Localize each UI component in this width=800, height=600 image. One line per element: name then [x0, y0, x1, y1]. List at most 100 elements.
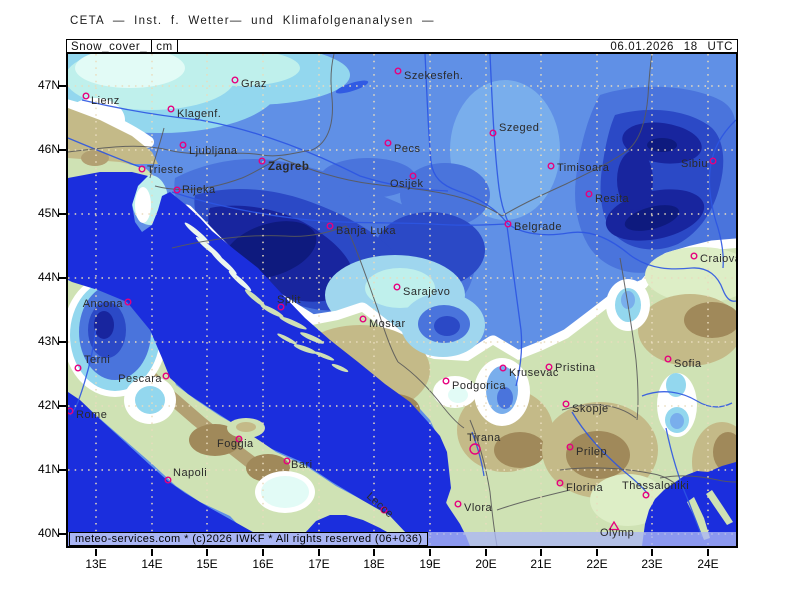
lon-axis-label: 14E: [141, 557, 163, 571]
city-label: Krusevac: [509, 367, 559, 379]
city-marker: [164, 476, 172, 484]
borders-layer: [68, 54, 736, 546]
city-label: Olymp: [600, 527, 634, 539]
city-marker: [380, 506, 388, 514]
city-label: Prilep: [576, 446, 607, 458]
city-marker: [545, 363, 553, 371]
city-marker: [277, 303, 285, 311]
city-label: Osijek: [390, 178, 424, 190]
lon-tick: [95, 549, 97, 556]
lon-axis-label: 16E: [252, 557, 274, 571]
city-label: Thessaloniki: [622, 480, 689, 492]
city-marker: [235, 435, 243, 443]
lat-tick: [59, 85, 66, 87]
adriatic-sea: [68, 172, 470, 546]
lon-tick: [151, 549, 153, 556]
city-marker: [469, 443, 481, 455]
city-marker: [393, 283, 401, 291]
lon-tick: [596, 549, 598, 556]
lat-tick: [59, 213, 66, 215]
lon-tick: [540, 549, 542, 556]
city-marker: [690, 252, 698, 260]
balkan-land-layer: [240, 247, 736, 546]
lon-axis-label: 23E: [641, 557, 663, 571]
lon-tick: [485, 549, 487, 556]
city-label: Florina: [566, 482, 604, 494]
lat-axis-label: 46N: [37, 142, 60, 156]
lat-tick: [59, 341, 66, 343]
city-marker: [394, 67, 402, 75]
city-marker: [585, 190, 593, 198]
lon-axis-label: 21E: [530, 557, 552, 571]
city-label: Split: [277, 294, 301, 306]
city-label: Lienz: [91, 95, 120, 107]
lon-tick: [262, 549, 264, 556]
lon-axis-label: 24E: [697, 557, 719, 571]
city-label: Ancona: [83, 298, 124, 310]
city-label: Resita: [595, 193, 630, 205]
city-marker: [566, 443, 574, 451]
lon-tick: [318, 549, 320, 556]
city-label: Banja Luka: [336, 225, 396, 237]
lat-tick: [59, 149, 66, 151]
lat-tick: [59, 469, 66, 471]
lat-axis-label: 45N: [37, 206, 60, 220]
city-marker: [68, 407, 74, 415]
city-marker: [384, 139, 392, 147]
lon-tick: [707, 549, 709, 556]
city-marker: [258, 157, 266, 165]
city-marker: [162, 372, 170, 380]
city-label: Graz: [241, 78, 267, 90]
city-label: Tirana: [467, 432, 501, 444]
lat-tick: [59, 405, 66, 407]
city-marker: [173, 186, 181, 194]
mountain-marker: [608, 520, 620, 531]
lat-tick: [59, 533, 66, 535]
city-marker: [167, 105, 175, 113]
sea-layer: [68, 172, 736, 546]
lat-axis-label: 42N: [37, 398, 60, 412]
city-marker: [454, 500, 462, 508]
lon-axis-label: 22E: [586, 557, 608, 571]
city-marker: [562, 400, 570, 408]
city-label: Bari: [291, 459, 313, 471]
city-label: Belgrade: [514, 221, 562, 233]
city-label: Klagenf.: [177, 108, 221, 120]
city-label: Pescara: [118, 373, 162, 385]
city-marker: [547, 162, 555, 170]
graticule-grid: [68, 54, 736, 546]
city-label: Rijeka: [182, 184, 216, 196]
copyright-footer: meteo-services.com * (c)2026 IWKF * All …: [69, 532, 429, 546]
city-marker: [359, 315, 367, 323]
city-label: Pristina: [555, 362, 596, 374]
city-label: Sofia: [674, 358, 702, 370]
lon-tick: [373, 549, 375, 556]
lat-tick: [59, 277, 66, 279]
map-canvas: Lienz Graz Klagenf. Ljubljana Trieste Zagreb R…: [66, 52, 738, 548]
datetime-label: 06.01.2026 18 UTC: [610, 40, 733, 53]
lon-axis-label: 17E: [308, 557, 330, 571]
city-label: Zagreb: [268, 161, 309, 173]
city-marker: [283, 457, 291, 465]
lat-axis-label: 40N: [37, 526, 60, 540]
city-marker: [74, 364, 82, 372]
lon-axis-label: 20E: [475, 557, 497, 571]
city-label: Skopje: [572, 403, 609, 415]
lat-axis-label: 43N: [37, 334, 60, 348]
cities-layer: Lienz Graz Klagenf. Ljubljana Trieste Zagreb R…: [68, 67, 736, 539]
city-marker: [231, 76, 239, 84]
city-label: Pecs: [394, 143, 420, 155]
city-marker: [82, 92, 90, 100]
rivers-layer: [68, 54, 736, 538]
lon-tick: [651, 549, 653, 556]
city-marker: [499, 364, 507, 372]
city-label: Craiova: [700, 253, 736, 265]
city-marker: [326, 222, 334, 230]
city-label: Szeged: [499, 122, 539, 134]
city-marker: [642, 491, 650, 499]
city-marker: [409, 172, 417, 180]
city-label: Rome: [76, 409, 107, 421]
city-marker: [504, 220, 512, 228]
city-label: Foggia: [217, 438, 254, 450]
